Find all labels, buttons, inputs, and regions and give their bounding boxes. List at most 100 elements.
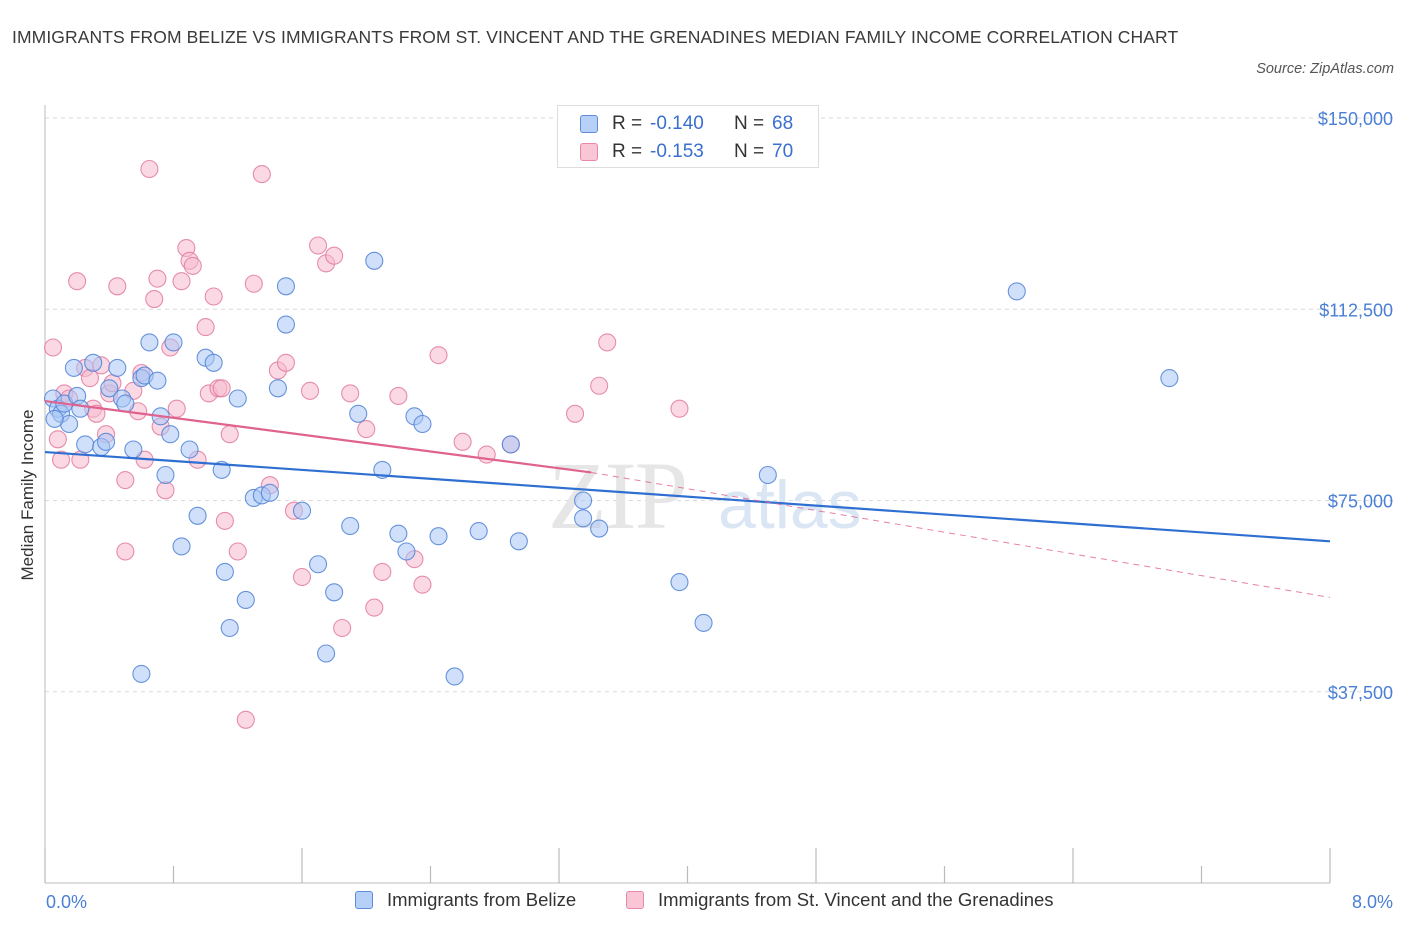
belize-point: [341, 516, 360, 536]
belize-point: [694, 613, 713, 632]
st-vincent-trend-extension: [591, 471, 1331, 598]
belize-point: [180, 440, 199, 459]
chart-source: Source: ZipAtlas.com: [1256, 61, 1394, 77]
labels-layer: 0.0% 8.0% Median Family Income $37,500 $7…: [18, 109, 1393, 912]
belize-point: [96, 432, 116, 451]
r-value: -0.153: [650, 141, 704, 162]
belize-point: [349, 404, 368, 423]
belize-point: [469, 522, 488, 541]
belize-point: [574, 509, 593, 528]
belize-point: [509, 532, 528, 551]
belize-point: [501, 435, 520, 454]
belize-point: [1160, 369, 1179, 388]
chart-title: IMMIGRANTS FROM BELIZE VS IMMIGRANTS FRO…: [12, 27, 1179, 47]
belize-point: [45, 409, 64, 428]
x-tick-label-right: 8.0%: [1352, 892, 1393, 912]
st-vincent-point: [87, 404, 106, 423]
st-vincent-point: [228, 542, 247, 561]
belize-point: [132, 664, 151, 683]
belize-point: [108, 358, 127, 377]
belize-point: [758, 465, 777, 485]
st-vincent-point: [196, 318, 215, 337]
st-vincent-point: [389, 386, 408, 406]
y-tick-label: $150,000: [1318, 109, 1393, 129]
y-axis-title: Median Family Income: [18, 409, 37, 580]
belize-point: [236, 590, 255, 610]
st-vincent-point: [236, 710, 255, 729]
n-label: N =: [734, 141, 765, 162]
n-value: 70: [772, 141, 794, 162]
st-vincent-point: [244, 274, 263, 293]
st-vincent-point: [116, 471, 135, 490]
belize-point: [1007, 282, 1026, 301]
belize-point: [292, 501, 312, 520]
st-vincent-point: [212, 379, 231, 398]
belize-point: [397, 542, 416, 561]
belize-point: [365, 251, 384, 270]
st-vincent-point: [670, 399, 689, 418]
belize-point: [148, 371, 167, 390]
belize-point: [188, 506, 207, 525]
st-vincent-point: [252, 165, 271, 184]
st-vincent-legend-swatch: [626, 891, 644, 909]
r-label: R =: [612, 141, 643, 162]
belize-point: [140, 333, 159, 352]
st-vincent-point: [116, 542, 135, 561]
points-layer: [43, 159, 1179, 729]
st-vincent-point: [215, 511, 234, 530]
watermark-atlas: atlas: [718, 467, 862, 543]
st-vincent-point: [598, 333, 617, 352]
belize-point: [172, 537, 191, 556]
st-vincent-point: [357, 420, 376, 439]
st-vincent-point: [68, 272, 87, 291]
axes-layer: [44, 105, 1331, 884]
belize-legend-swatch: [355, 891, 373, 909]
belize-point: [429, 527, 448, 546]
st-vincent-point: [220, 425, 239, 444]
n-label: N =: [734, 113, 765, 134]
belize-point: [590, 519, 609, 538]
belize-point: [260, 483, 279, 502]
belize-point: [220, 618, 239, 638]
belize-point: [204, 353, 223, 372]
st-vincent-trend-line: [44, 399, 592, 474]
st-vincent-point: [43, 338, 63, 357]
st-vincent-point: [156, 481, 175, 500]
n-value: 68: [772, 113, 794, 134]
belize-point: [325, 583, 344, 602]
belize-point: [317, 644, 336, 663]
belize-point: [670, 573, 689, 592]
st-vincent-point: [453, 432, 472, 451]
belize-point: [228, 389, 247, 408]
st-vincent-point: [204, 287, 223, 306]
st-vincent-point: [292, 567, 312, 587]
st-vincent-point: [140, 159, 159, 179]
st-vincent-point: [325, 246, 344, 265]
st-vincent-point: [172, 272, 191, 291]
st-vincent-point: [48, 430, 67, 449]
st-vincent-point: [145, 289, 164, 309]
r-label: R =: [612, 113, 643, 134]
belize-point: [389, 524, 408, 543]
st-vincent-point: [276, 353, 295, 372]
st-vincent-point: [341, 384, 360, 403]
belize-point: [76, 435, 95, 454]
belize-swatch: [580, 115, 598, 133]
belize-point: [124, 440, 143, 459]
correlation-legend: R = -0.140 N = 68 R = -0.153 N = 70: [557, 105, 819, 168]
st-vincent-swatch: [580, 143, 598, 161]
belize-point: [161, 425, 180, 444]
belize-legend-label: Immigrants from Belize: [387, 889, 577, 910]
belize-point: [445, 667, 464, 686]
st-vincent-point: [413, 575, 432, 594]
belize-point: [116, 394, 135, 413]
belize-point: [574, 491, 593, 510]
st-vincent-legend-label: Immigrants from St. Vincent and the Gren…: [658, 889, 1054, 910]
belize-point: [215, 562, 234, 581]
st-vincent-point: [183, 256, 202, 275]
belize-point: [413, 414, 432, 434]
belize-point: [71, 399, 90, 418]
st-vincent-point: [108, 277, 127, 296]
